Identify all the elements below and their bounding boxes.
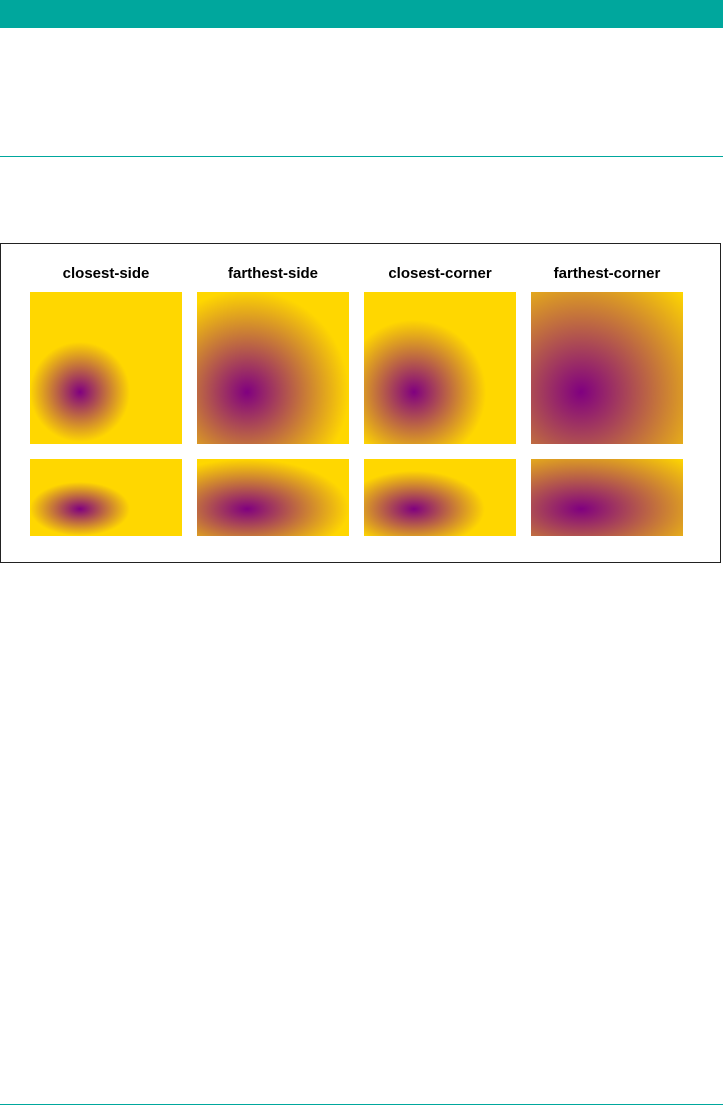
header-bar <box>0 0 723 28</box>
gradient-rect-closest-corner <box>364 459 516 536</box>
label-farthest-corner: farthest-corner <box>553 265 661 282</box>
gradient-rect-farthest-corner <box>531 459 683 536</box>
label-closest-corner: closest-corner <box>388 265 492 282</box>
gradient-square-closest-corner <box>364 292 516 444</box>
label-farthest-side: farthest-side <box>227 265 319 282</box>
label-closest-side: closest-side <box>62 265 150 282</box>
gradient-square-farthest-corner <box>531 292 683 444</box>
divider-line <box>0 156 723 157</box>
gradient-rect-farthest-side <box>197 459 349 536</box>
gradient-rect-closest-side <box>30 459 182 536</box>
gradient-square-closest-side <box>30 292 182 444</box>
radial-gradient-size-figure: closest-side farthest-side closest-corne… <box>0 243 721 563</box>
footer-line <box>0 1104 723 1105</box>
gradient-square-farthest-side <box>197 292 349 444</box>
